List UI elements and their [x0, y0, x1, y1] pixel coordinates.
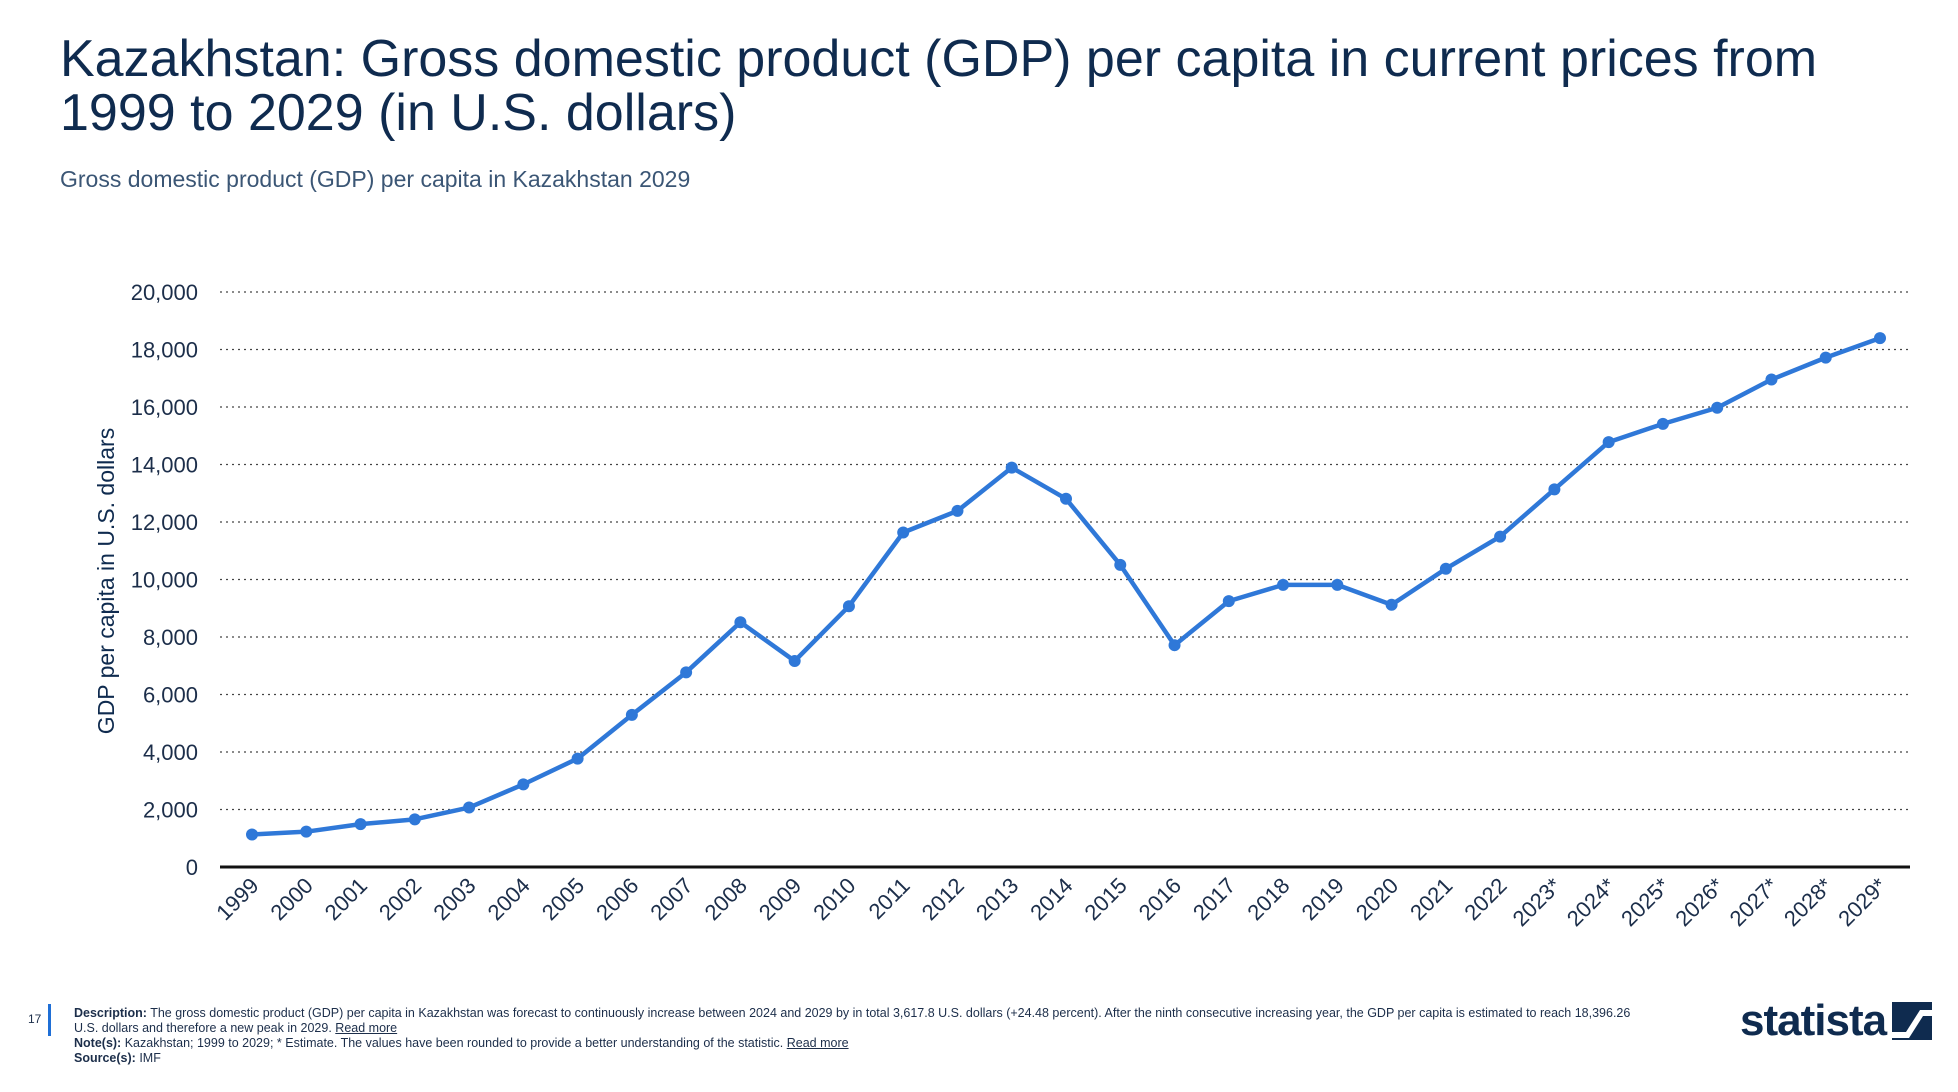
x-tick-label: 2020 [1351, 873, 1403, 925]
footer-notes: Description: The gross domestic product … [74, 1006, 1654, 1066]
data-point[interactable] [300, 825, 313, 838]
data-point[interactable] [1602, 436, 1615, 449]
read-more-link-description[interactable]: Read more [335, 1021, 398, 1035]
data-point[interactable] [1439, 562, 1452, 575]
x-tick-label: 2025* [1616, 873, 1675, 932]
data-point[interactable] [1494, 530, 1507, 543]
x-tick-label: 2019 [1297, 873, 1349, 925]
x-tick-label: 2027* [1725, 873, 1784, 932]
line-chart: 0 2,000 4,000 6,000 8,000 10,000 12,000 14,000 1… [93, 280, 1910, 932]
chart-subtitle: Gross domestic product (GDP) per capita … [60, 166, 691, 192]
x-tick-label: 2018 [1242, 873, 1294, 925]
data-point[interactable] [1819, 351, 1832, 364]
footer-notes-line: Note(s): Kazakhstan; 1999 to 2029; * Est… [74, 1036, 1654, 1051]
data-point[interactable] [788, 655, 801, 668]
data-point[interactable] [408, 813, 421, 826]
data-point[interactable] [680, 666, 693, 679]
series-layer [246, 332, 1886, 841]
x-tick-label: 2008 [700, 873, 752, 925]
x-axis-ticks: 1999 2000 2001 2002 2003 2004 2005 2006 2007 2008… [211, 873, 1892, 932]
gridlines [220, 291, 1910, 811]
y-axis-ticks: 0 2,000 4,000 6,000 8,000 10,000 12,000 14,000 1… [131, 280, 198, 880]
description-label: Description: [74, 1006, 147, 1020]
source-text: IMF [139, 1051, 161, 1065]
x-tick-label: 2024* [1562, 873, 1621, 932]
read-more-link-notes[interactable]: Read more [786, 1036, 849, 1050]
x-tick-label: 2015 [1080, 873, 1132, 925]
y-axis-label: GDP per capita in U.S. dollars [93, 428, 119, 734]
page-number: 17 [28, 1012, 42, 1026]
x-tick-label: 2029* [1833, 873, 1892, 932]
data-point[interactable] [1168, 639, 1181, 652]
data-point[interactable] [1222, 595, 1235, 608]
source-label: Source(s): [74, 1051, 136, 1065]
series-line [251, 335, 1881, 837]
data-point[interactable] [1874, 332, 1886, 345]
x-tick-label: 2009 [754, 873, 806, 925]
logo-wordmark: statista [1740, 996, 1887, 1045]
data-point[interactable] [897, 526, 910, 539]
x-tick-label: 2007 [645, 873, 697, 925]
y-tick-label: 12,000 [131, 510, 198, 535]
chart-title: Kazakhstan: Gross domestic product (GDP)… [60, 30, 1818, 142]
statista-logo[interactable]: statista [1740, 996, 1933, 1046]
y-tick-label: 16,000 [131, 395, 198, 420]
data-point[interactable] [246, 828, 258, 841]
page-number-accent [48, 1004, 51, 1036]
data-point[interactable] [734, 616, 747, 629]
data-point[interactable] [1277, 578, 1290, 591]
data-point[interactable] [951, 504, 964, 517]
x-tick-label: 2010 [808, 873, 860, 925]
statista-logo-icon [1892, 1002, 1933, 1040]
x-tick-label: 2021 [1405, 873, 1457, 925]
notes-text: Kazakhstan; 1999 to 2029; * Estimate. Th… [124, 1036, 784, 1050]
description-text: The gross domestic product (GDP) per cap… [74, 1006, 1631, 1035]
x-tick-label: 2013 [971, 873, 1023, 925]
data-point[interactable] [1060, 492, 1072, 505]
data-point[interactable] [842, 600, 855, 613]
x-tick-label: 2005 [537, 873, 589, 925]
data-point[interactable] [354, 818, 367, 831]
y-tick-label: 20,000 [131, 280, 198, 305]
x-tick-label: 2012 [917, 873, 969, 925]
data-point[interactable] [1548, 483, 1561, 496]
y-tick-label: 0 [186, 855, 198, 880]
y-tick-label: 8,000 [143, 625, 198, 650]
data-point[interactable] [1765, 373, 1778, 386]
data-point[interactable] [1385, 598, 1398, 611]
x-tick-label: 2011 [864, 873, 915, 924]
data-point[interactable] [1114, 558, 1127, 571]
x-tick-label: 2001 [320, 873, 372, 925]
y-tick-label: 6,000 [143, 683, 198, 708]
footer-source-line: Source(s): IMF [74, 1051, 1654, 1066]
y-tick-label: 2,000 [143, 798, 198, 823]
x-tick-label: 2023* [1508, 873, 1567, 932]
data-point[interactable] [1711, 401, 1724, 414]
x-tick-label: 2022 [1459, 873, 1511, 925]
x-tick-label: 1999 [211, 873, 263, 925]
x-tick-label: 2006 [591, 873, 643, 925]
x-tick-label: 2017 [1188, 873, 1240, 925]
x-tick-label: 2000 [266, 873, 318, 925]
x-tick-label: 2016 [1134, 873, 1186, 925]
x-tick-label: 2014 [1025, 873, 1077, 925]
data-point[interactable] [1656, 417, 1669, 430]
x-tick-label: 2028* [1779, 873, 1838, 932]
data-point[interactable] [625, 708, 638, 721]
x-tick-label: 2004 [483, 873, 535, 925]
data-point[interactable] [1331, 578, 1344, 591]
y-tick-label: 4,000 [143, 740, 198, 765]
notes-label: Note(s): [74, 1036, 122, 1050]
footer-description: Description: The gross domestic product … [74, 1006, 1654, 1036]
x-tick-label: 2002 [374, 873, 426, 925]
y-tick-label: 10,000 [131, 568, 198, 593]
data-point[interactable] [571, 752, 584, 765]
data-point[interactable] [1005, 461, 1018, 474]
data-point[interactable] [517, 778, 530, 791]
x-tick-label: 2003 [428, 873, 480, 925]
y-tick-label: 14,000 [131, 453, 198, 478]
y-tick-label: 18,000 [131, 338, 198, 363]
x-tick-label: 2026* [1670, 873, 1729, 932]
data-point[interactable] [463, 801, 476, 814]
